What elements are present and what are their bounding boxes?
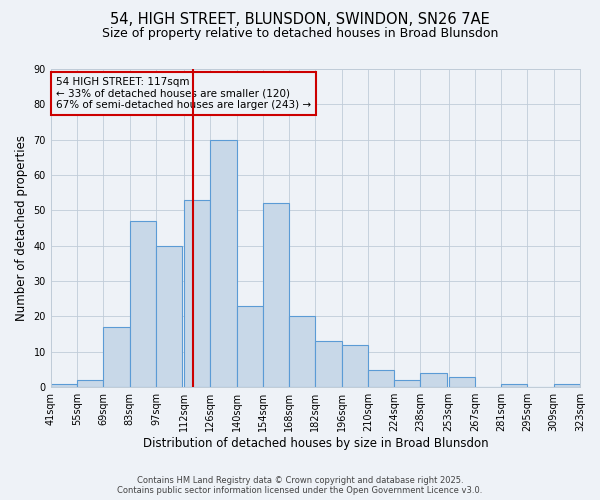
Bar <box>211 140 236 387</box>
Bar <box>394 380 421 387</box>
Bar <box>421 373 447 387</box>
X-axis label: Distribution of detached houses by size in Broad Blunsdon: Distribution of detached houses by size … <box>143 437 488 450</box>
Bar <box>263 204 289 387</box>
Text: Size of property relative to detached houses in Broad Blunsdon: Size of property relative to detached ho… <box>102 28 498 40</box>
Bar <box>501 384 527 387</box>
Bar <box>554 384 580 387</box>
Bar <box>51 384 77 387</box>
Bar <box>368 370 394 387</box>
Text: 54 HIGH STREET: 117sqm
← 33% of detached houses are smaller (120)
67% of semi-de: 54 HIGH STREET: 117sqm ← 33% of detached… <box>56 77 311 110</box>
Bar <box>341 345 368 387</box>
Bar <box>236 306 263 387</box>
Text: 54, HIGH STREET, BLUNSDON, SWINDON, SN26 7AE: 54, HIGH STREET, BLUNSDON, SWINDON, SN26… <box>110 12 490 28</box>
Bar <box>156 246 182 387</box>
Bar <box>130 221 156 387</box>
Bar <box>316 341 341 387</box>
Bar <box>289 316 316 387</box>
Bar <box>77 380 103 387</box>
Y-axis label: Number of detached properties: Number of detached properties <box>15 135 28 321</box>
Bar <box>184 200 211 387</box>
Text: Contains HM Land Registry data © Crown copyright and database right 2025.
Contai: Contains HM Land Registry data © Crown c… <box>118 476 482 495</box>
Bar <box>103 327 130 387</box>
Bar <box>449 376 475 387</box>
